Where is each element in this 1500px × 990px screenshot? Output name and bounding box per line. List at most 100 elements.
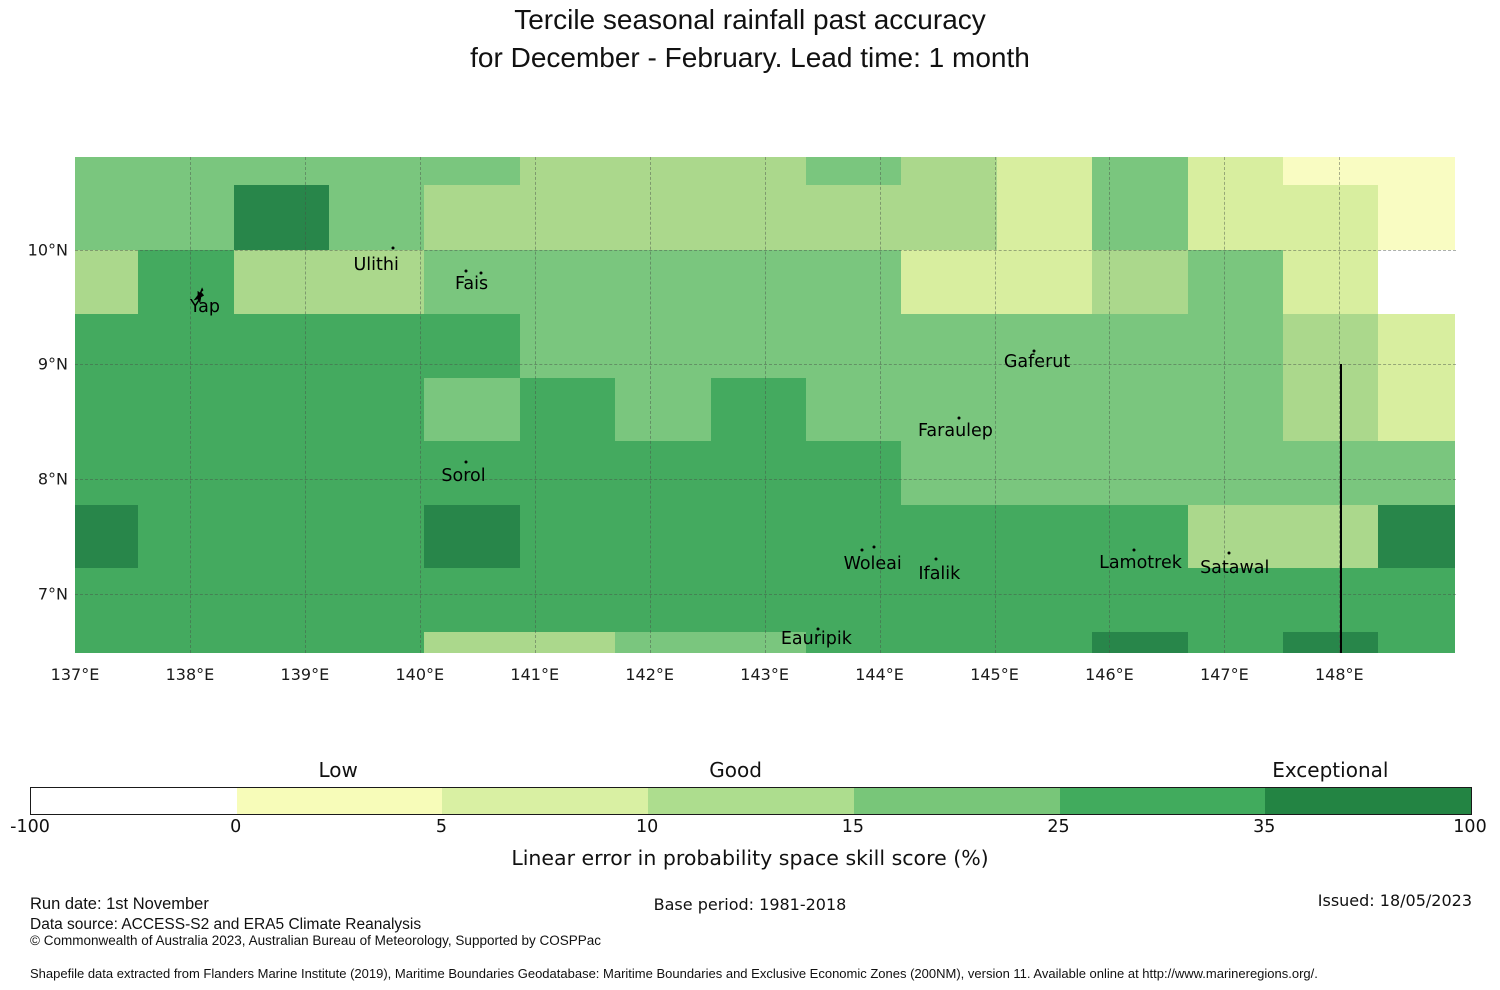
- x-tick-label: 147°E: [1200, 665, 1249, 684]
- grid-cell: [424, 505, 520, 568]
- grid-cell: [711, 441, 806, 505]
- island-label-ulithi: Ulithi: [353, 254, 399, 275]
- grid-cell: [1092, 632, 1188, 653]
- grid-cell: [138, 505, 234, 568]
- grid-cell: [138, 185, 234, 250]
- x-tick-label: 137°E: [50, 665, 100, 684]
- colorbar-segment: [236, 788, 443, 814]
- grid-cell: [520, 505, 615, 568]
- grid-cell: [75, 378, 138, 441]
- eez-boundary-line: [1340, 364, 1343, 654]
- x-tick-label: 140°E: [395, 665, 445, 684]
- grid-cell: [997, 185, 1092, 250]
- colorbar-tick-label: 10: [636, 817, 659, 837]
- y-tick-label: 8°N: [37, 469, 68, 489]
- x-tick-label: 143°E: [740, 665, 789, 684]
- graticule-meridian: [649, 157, 651, 653]
- grid-cell: [424, 157, 520, 185]
- grid-cell: [615, 185, 711, 250]
- x-tick-label: 145°E: [970, 665, 1019, 684]
- grid-cell: [901, 505, 997, 568]
- grid-cell: [1188, 568, 1283, 632]
- grid-cell: [806, 185, 901, 250]
- grid-cell: [1378, 157, 1455, 185]
- colorbar-tick-label: 5: [435, 817, 447, 837]
- grid-cell: [901, 314, 997, 378]
- graticule-parallel: [75, 249, 1456, 251]
- grid-cell: [711, 314, 806, 378]
- grid-cell: [424, 378, 520, 441]
- x-tick-label: 139°E: [280, 665, 330, 684]
- colorbar-segment: [1265, 788, 1472, 814]
- grid-cell: [711, 378, 806, 441]
- grid-cell: [1188, 632, 1283, 653]
- rainfall-accuracy-heatmap: Yap Ulithi Fais Sorol Gaferut Faraulep Woleai I…: [75, 157, 1456, 654]
- colorbar-axis-label: Linear error in probability space skill …: [511, 846, 989, 870]
- grid-cell: [329, 441, 424, 505]
- grid-cell: [901, 632, 997, 653]
- grid-cell: [234, 314, 329, 378]
- grid-cell: [615, 157, 711, 185]
- island-marker-dot: [479, 271, 483, 275]
- grid-cell: [520, 632, 615, 653]
- x-tick-label: 144°E: [855, 665, 904, 684]
- y-tick-label: 10°N: [27, 240, 68, 260]
- grid-cell: [234, 157, 329, 185]
- graticule-meridian: [994, 157, 996, 653]
- grid-cell: [75, 314, 138, 378]
- grid-cell: [424, 441, 520, 505]
- grid-cell: [806, 632, 901, 653]
- island-label-sorol: Sorol: [441, 465, 486, 486]
- island-label-eauripik: Eauripik: [780, 629, 852, 650]
- grid-cell: [424, 314, 520, 378]
- colorbar-category-good: Good: [709, 758, 762, 782]
- island-label-ifalik: Ifalik: [918, 564, 961, 585]
- island-label-woleai: Woleai: [843, 553, 902, 574]
- colorbar-tick-label: 0: [230, 817, 242, 837]
- grid-cell: [1378, 632, 1455, 653]
- grid-cell: [806, 568, 901, 632]
- colorbar-category-exceptional: Exceptional: [1272, 758, 1389, 782]
- grid-cell: [997, 314, 1092, 378]
- issued-date-text: Issued: 18/05/2023: [1317, 891, 1472, 910]
- grid-cell: [424, 250, 520, 314]
- grid-cell: [806, 314, 901, 378]
- island-marker-dot: [391, 246, 395, 250]
- grid-cell: [806, 378, 901, 441]
- grid-cell: [75, 505, 138, 568]
- grid-cell: [424, 568, 520, 632]
- grid-cell: [1188, 185, 1283, 250]
- grid-cell: [1188, 314, 1283, 378]
- colorbar-segment: [648, 788, 854, 814]
- chart-title-line1: Tercile seasonal rainfall past accuracy: [514, 4, 986, 35]
- island-label-yap: Yap: [189, 297, 220, 318]
- grid-cell: [1188, 378, 1283, 441]
- grid-cell: [138, 314, 234, 378]
- grid-cell: [1283, 378, 1378, 441]
- data-source-text: Data source: ACCESS-S2 and ERA5 Climate …: [30, 916, 422, 933]
- x-tick-label: 146°E: [1085, 665, 1134, 684]
- colorbar-tick-label: -100: [10, 817, 50, 837]
- grid-cell: [1188, 250, 1283, 314]
- graticule-meridian: [304, 157, 306, 653]
- base-period-text: Base period: 1981-2018: [653, 895, 847, 914]
- shapefile-attribution-text: Shapefile data extracted from Flanders M…: [30, 966, 1318, 981]
- grid-cell: [234, 505, 329, 568]
- grid-cell: [329, 568, 424, 632]
- grid-cell: [711, 632, 806, 653]
- island-marker-dot: [860, 548, 864, 551]
- grid-cell: [901, 157, 997, 185]
- skill-score-colorbar: [30, 787, 1472, 815]
- grid-cell: [1092, 568, 1188, 632]
- grid-cell: [806, 157, 901, 185]
- grid-cell: [615, 250, 711, 314]
- grid-cell: [615, 314, 711, 378]
- grid-cell: [520, 250, 615, 314]
- graticule-meridian: [879, 157, 881, 653]
- grid-cell: [711, 185, 806, 250]
- grid-cell: [1188, 157, 1283, 185]
- island-label-faraulep: Faraulep: [917, 420, 993, 441]
- island-label-satawal: Satawal: [1200, 558, 1270, 579]
- grid-cell: [520, 441, 615, 505]
- grid-cell: [1092, 250, 1188, 314]
